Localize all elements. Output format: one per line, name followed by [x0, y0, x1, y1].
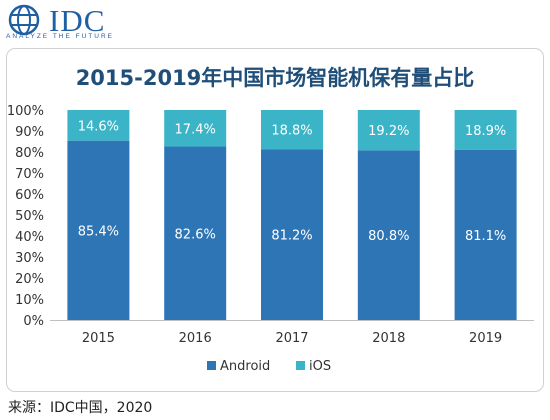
y-tick-label: 20%	[15, 272, 44, 287]
bar-ios-2018	[357, 110, 420, 151]
data-label-ios: 19.2%	[368, 124, 409, 139]
globe-icon	[8, 4, 40, 36]
legend-label-android: Android	[220, 359, 270, 374]
bar-ios-2017	[261, 110, 323, 150]
x-tick-label: 2017	[275, 331, 308, 346]
y-tick-label: 0%	[23, 314, 44, 329]
bar-android-2015	[67, 140, 130, 320]
x-tick-label: 2016	[179, 331, 212, 346]
bar-android-2018	[357, 150, 420, 320]
y-tick-label: 10%	[15, 293, 44, 308]
data-label-ios: 14.6%	[78, 119, 119, 134]
bar-android-2019	[454, 149, 517, 320]
y-tick-label: 50%	[15, 209, 44, 224]
data-label-ios: 18.9%	[465, 124, 506, 139]
data-label-android: 81.1%	[465, 229, 506, 244]
y-tick-label: 30%	[15, 251, 44, 266]
bar-ios-2019	[454, 110, 517, 150]
x-tick-label: 2015	[82, 331, 115, 346]
logo-tagline: ANALYZE THE FUTURE	[6, 33, 114, 40]
y-tick-label: 40%	[15, 230, 44, 245]
legend-swatch-android	[207, 361, 216, 370]
data-label-ios: 18.8%	[271, 124, 312, 139]
chart-title: 2015-2019年中国市场智能机保有量占比	[75, 66, 475, 90]
data-label-android: 80.8%	[368, 229, 409, 244]
bar-android-2016	[164, 146, 227, 320]
y-tick-label: 80%	[15, 146, 44, 161]
bar-ios-2015	[67, 110, 130, 141]
legend-swatch-ios	[296, 361, 305, 370]
data-label-android: 81.2%	[271, 229, 312, 244]
x-tick-label: 2018	[372, 331, 405, 346]
legend-label-ios: iOS	[309, 359, 331, 374]
idc-logo: IDC ANALYZE THE FUTURE	[6, 3, 156, 44]
data-label-android: 85.4%	[78, 224, 119, 239]
y-tick-label: 90%	[15, 125, 44, 140]
bar-ios-2016	[164, 110, 227, 147]
y-tick-label: 60%	[15, 188, 44, 203]
y-tick-label: 100%	[7, 104, 44, 119]
data-label-android: 82.6%	[175, 227, 216, 242]
data-label-ios: 17.4%	[175, 122, 216, 137]
source-note: 来源：IDC中国，2020	[8, 400, 153, 416]
x-tick-label: 2019	[469, 331, 502, 346]
bar-android-2017	[261, 149, 323, 320]
logo-text: IDC	[49, 3, 106, 38]
y-tick-label: 70%	[15, 167, 44, 182]
